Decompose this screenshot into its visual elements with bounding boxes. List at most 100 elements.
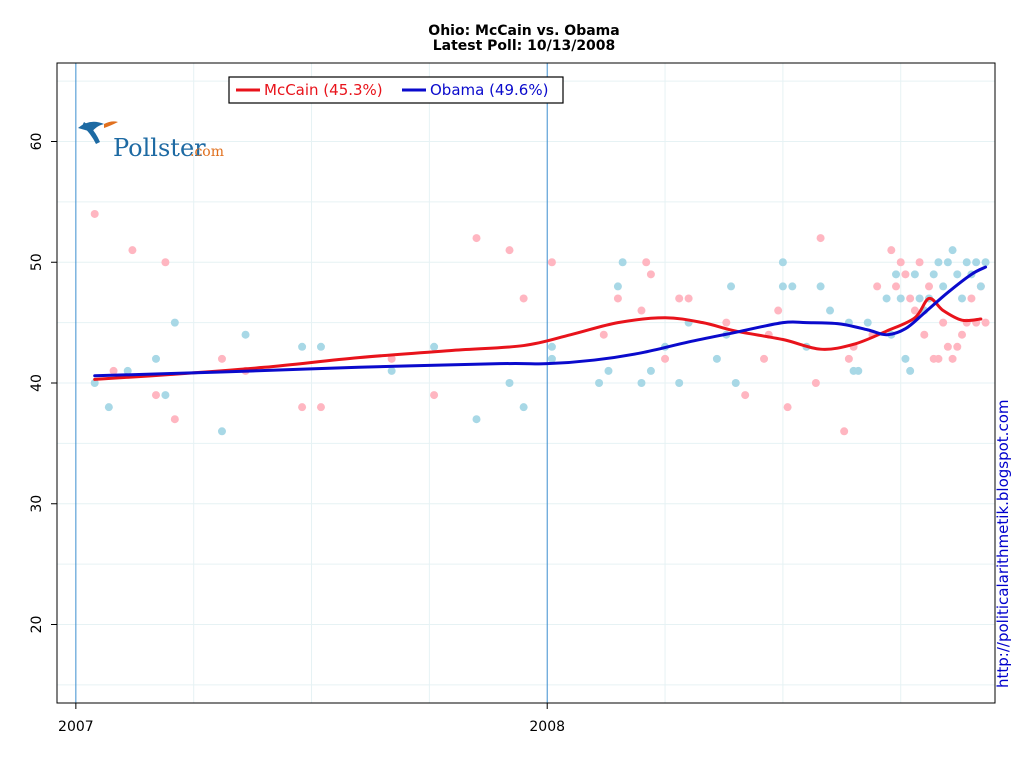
obama-poll-point	[430, 342, 439, 351]
mccain-poll-point	[774, 306, 783, 315]
mccain-poll-point	[896, 258, 905, 267]
mccain-poll-point	[298, 403, 307, 412]
mccain-poll-point	[783, 403, 792, 412]
logo-suffix: .com	[190, 144, 224, 160]
mccain-poll-point	[519, 294, 528, 303]
credit-url: http://politicalarithmetik.blogspot.com	[994, 400, 1012, 689]
obama-poll-point	[901, 354, 910, 363]
x-tick-label: 2008	[529, 719, 565, 735]
obama-poll-point	[472, 415, 481, 424]
mccain-poll-point	[892, 282, 901, 291]
y-tick-label: 60	[29, 133, 45, 151]
obama-poll-point	[646, 366, 655, 375]
obama-poll-point	[161, 391, 170, 400]
obama-poll-point	[519, 403, 528, 412]
mccain-poll-point	[109, 366, 118, 375]
mccain-poll-point	[547, 258, 556, 267]
obama-poll-point	[298, 342, 307, 351]
legend: McCain (45.3%) Obama (49.6%)	[228, 76, 564, 104]
obama-poll-point	[915, 294, 924, 303]
obama-poll-point	[910, 270, 919, 279]
obama-poll-point	[104, 403, 113, 412]
obama-poll-point	[896, 294, 905, 303]
logo-name: Pollster	[113, 134, 206, 162]
y-tick-label: 30	[29, 495, 45, 513]
chart-title: Ohio: McCain vs. Obama	[428, 23, 619, 39]
obama-poll-point	[906, 366, 915, 375]
legend-obama-label: Obama (49.6%)	[430, 81, 548, 99]
obama-poll-point	[613, 282, 622, 291]
mccain-poll-point	[90, 209, 99, 218]
mccain-poll-point	[675, 294, 684, 303]
obama-poll-point	[929, 270, 938, 279]
y-tick-label: 20	[29, 616, 45, 634]
trend-lines	[93, 265, 988, 381]
mccain-poll-point	[939, 318, 948, 327]
obama-poll-point	[854, 366, 863, 375]
obama-poll-point	[958, 294, 967, 303]
obama-poll-point	[90, 379, 99, 387]
obama-poll-point	[778, 282, 787, 291]
obama-poll-point	[637, 379, 646, 387]
obama-poll-point	[788, 282, 797, 291]
mccain-poll-point	[161, 258, 170, 267]
obama-poll-point	[604, 366, 613, 375]
mccain-poll-point	[967, 294, 976, 303]
mccain-poll-point	[873, 282, 882, 291]
mccain-poll-point	[981, 318, 990, 327]
obama-poll-point	[962, 258, 971, 267]
obama-poll-point	[547, 342, 556, 351]
mccain-poll-point	[151, 391, 160, 400]
mccain-poll-point	[217, 354, 226, 363]
obama-poll-point	[675, 379, 684, 387]
mccain-poll-point	[816, 234, 825, 243]
mccain-poll-point	[387, 354, 396, 363]
year-lines	[75, 63, 548, 703]
legend-mccain-label: McCain (45.3%)	[264, 81, 383, 99]
obama-poll-point	[241, 330, 250, 339]
mccain-poll-point	[642, 258, 651, 267]
obama-poll-point	[595, 379, 604, 387]
obama-poll-point	[123, 366, 132, 375]
obama-poll-point	[972, 258, 981, 267]
obama-poll-point	[981, 258, 990, 267]
legend-box	[228, 76, 564, 104]
mccain-poll-point	[906, 294, 915, 303]
mccain-poll-point	[910, 306, 919, 315]
mccain-poll-point	[844, 354, 853, 363]
mccain-poll-point	[934, 354, 943, 363]
obama-poll-point	[863, 318, 872, 327]
mccain-poll-point	[599, 330, 608, 339]
mccain-poll-point	[811, 379, 820, 387]
x-tick-label: 2007	[58, 719, 94, 735]
mccain-poll-point	[958, 330, 967, 339]
obama-poll-point	[727, 282, 736, 291]
mccain-poll-point	[901, 270, 910, 279]
mccain-poll-point	[613, 294, 622, 303]
mccain-poll-point	[472, 234, 481, 243]
mccain-poll-point	[722, 318, 731, 327]
obama-poll-point	[953, 270, 962, 279]
pollster-logo: Pollster .com	[78, 121, 224, 162]
axes: 20 30 40 50 60 2007 2008	[29, 133, 565, 735]
mccain-poll-point	[741, 391, 750, 400]
y-tick-label: 40	[29, 374, 45, 392]
mccain-poll-point	[920, 330, 929, 339]
mccain-poll-point	[840, 427, 849, 436]
mccain-poll-point	[316, 403, 325, 412]
mccain-trend-line	[93, 296, 983, 381]
mccain-poll-point	[887, 246, 896, 255]
mccain-poll-point	[170, 415, 179, 424]
mccain-poll-point	[646, 270, 655, 279]
obama-poll-point	[712, 354, 721, 363]
mccain-poll-point	[948, 354, 957, 363]
obama-poll-point	[387, 366, 396, 375]
obama-poll-point	[943, 258, 952, 267]
obama-poll-point	[882, 294, 891, 303]
mccain-poll-point	[915, 258, 924, 267]
obama-poll-point	[976, 282, 985, 291]
chart-subtitle: Latest Poll: 10/13/2008	[433, 38, 616, 54]
pollster-bird-icon	[78, 121, 118, 144]
mccain-poll-point	[661, 354, 670, 363]
